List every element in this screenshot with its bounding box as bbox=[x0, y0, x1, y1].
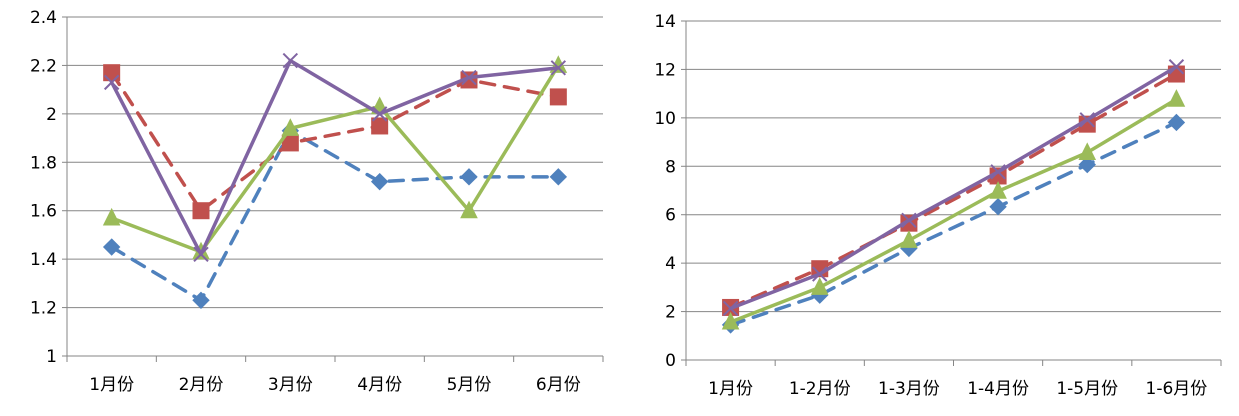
data-point-stroke bbox=[722, 300, 739, 317]
y-tick-label: 4 bbox=[665, 254, 676, 274]
data-point bbox=[1078, 155, 1096, 174]
data-point-stroke bbox=[990, 164, 1006, 180]
data-point bbox=[1167, 89, 1186, 107]
data-point-stroke bbox=[282, 52, 299, 69]
data-point bbox=[812, 266, 828, 282]
x-tick-label: 3月份 bbox=[268, 375, 313, 395]
y-tick-label: 0 bbox=[665, 351, 676, 371]
data-point-stroke bbox=[1168, 59, 1185, 75]
data-point bbox=[281, 118, 300, 136]
y-tick-label: 8 bbox=[665, 157, 676, 177]
y-tick-label: 2.4 bbox=[30, 8, 57, 28]
data-point bbox=[900, 230, 918, 248]
x-tick-label: 5月份 bbox=[447, 375, 492, 395]
series-line-4 bbox=[728, 65, 1179, 311]
series-line-2 bbox=[109, 70, 561, 213]
data-point bbox=[102, 207, 121, 226]
series-line-1 bbox=[728, 120, 1179, 327]
x-tick-label: 6月份 bbox=[536, 375, 581, 395]
data-point bbox=[901, 212, 917, 228]
data-point-stroke bbox=[461, 69, 477, 86]
data-point bbox=[1167, 113, 1186, 132]
data-point bbox=[990, 164, 1006, 180]
y-tick-label: 14 bbox=[654, 12, 676, 32]
data-point-stroke bbox=[103, 74, 120, 91]
data-point bbox=[1078, 142, 1097, 160]
data-point bbox=[810, 277, 829, 295]
x-tick-label: 1月份 bbox=[708, 379, 753, 399]
y-tick-label: 2.2 bbox=[30, 56, 57, 76]
x-tick-label: 1-6月份 bbox=[1146, 379, 1208, 399]
data-point-stroke bbox=[193, 246, 209, 263]
data-point bbox=[371, 106, 388, 122]
y-tick-label: 6 bbox=[665, 206, 676, 226]
data-point bbox=[370, 172, 389, 191]
y-tick-label: 12 bbox=[654, 60, 676, 80]
data-point bbox=[103, 74, 120, 91]
data-point bbox=[371, 117, 389, 135]
y-tick-label: 1.6 bbox=[30, 202, 57, 222]
data-point bbox=[193, 246, 209, 263]
data-point-stroke bbox=[901, 212, 917, 228]
data-point bbox=[1168, 59, 1185, 75]
y-tick-label: 1.2 bbox=[30, 299, 57, 319]
series-line-3 bbox=[728, 97, 1179, 324]
data-point bbox=[192, 202, 210, 220]
data-point bbox=[989, 181, 1007, 199]
data-point bbox=[549, 88, 567, 106]
data-point-stroke bbox=[812, 266, 828, 282]
data-point bbox=[550, 60, 567, 76]
data-point bbox=[460, 200, 478, 219]
data-point-stroke bbox=[1079, 112, 1095, 128]
data-point bbox=[192, 291, 210, 310]
x-tick-label: 1-5月份 bbox=[1056, 379, 1118, 399]
data-point-stroke bbox=[550, 60, 567, 76]
y-tick-label: 1.4 bbox=[30, 250, 57, 270]
y-tick-label: 2 bbox=[665, 303, 676, 323]
x-tick-label: 1月份 bbox=[89, 375, 134, 395]
y-tick-label: 10 bbox=[654, 109, 676, 129]
data-point bbox=[721, 311, 740, 330]
x-tick-label: 1-4月份 bbox=[967, 379, 1029, 399]
data-point-stroke bbox=[371, 106, 388, 122]
data-point bbox=[460, 168, 478, 186]
data-point bbox=[722, 300, 739, 317]
x-tick-label: 4月份 bbox=[357, 375, 402, 395]
x-tick-label: 1-2月份 bbox=[789, 379, 851, 399]
series-line-2 bbox=[728, 72, 1179, 310]
series-line-4 bbox=[109, 58, 561, 257]
data-point bbox=[549, 168, 568, 186]
series-line-1 bbox=[109, 129, 561, 303]
y-tick-label: 2 bbox=[46, 105, 57, 125]
series-line-3 bbox=[109, 63, 561, 254]
data-point bbox=[1079, 112, 1095, 128]
y-tick-label: 1 bbox=[46, 347, 57, 367]
data-point bbox=[102, 238, 121, 256]
data-point bbox=[282, 52, 299, 69]
data-point bbox=[461, 69, 477, 86]
x-tick-label: 1-3月份 bbox=[878, 379, 940, 399]
x-tick-label: 2月份 bbox=[179, 375, 224, 395]
y-tick-label: 1.8 bbox=[30, 153, 57, 173]
data-point bbox=[989, 198, 1007, 216]
